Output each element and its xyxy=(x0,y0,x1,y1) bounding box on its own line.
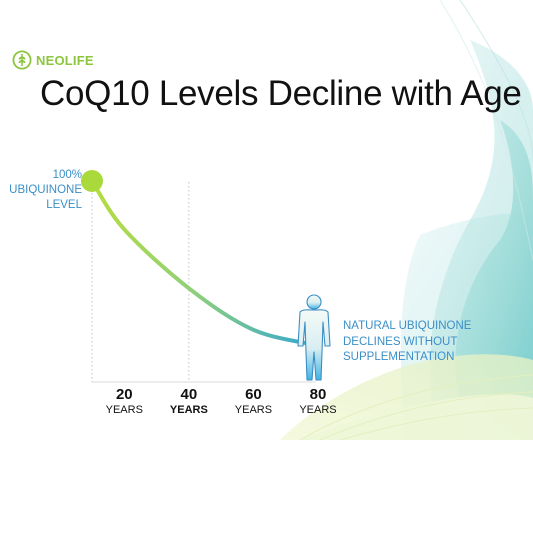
tick-label-40: 40 YEARS xyxy=(159,386,219,417)
decline-curve xyxy=(90,179,320,348)
slide: NEOLIFE CoQ10 Levels Decline with Age 10… xyxy=(9,0,533,440)
brand-logo: NEOLIFE xyxy=(12,50,94,70)
tick-number: 60 xyxy=(245,386,262,403)
data-points xyxy=(91,180,320,347)
decline-annotation: NATURAL UBIQUINONE DECLINES WITHOUT SUPP… xyxy=(343,320,472,363)
tick-unit: YEARS xyxy=(169,404,208,416)
decline-chart xyxy=(81,170,331,383)
page-title: CoQ10 Levels Decline with Age xyxy=(40,74,522,113)
tick-label-20: 20 YEARS xyxy=(94,386,154,417)
background-wave-decoration xyxy=(280,0,533,440)
start-level-label: 100% UBIQUINONE LEVEL xyxy=(9,169,82,211)
data-point-40 xyxy=(187,287,190,290)
tick-label-60: 60 YEARS xyxy=(223,386,283,417)
data-point-60 xyxy=(252,328,255,331)
data-point-20 xyxy=(123,228,126,231)
tick-number: 80 xyxy=(309,386,327,403)
chart-guides xyxy=(91,181,190,382)
tick-unit: YEARS xyxy=(105,404,143,416)
brand-name: NEOLIFE xyxy=(36,52,94,68)
tick-unit: YEARS xyxy=(299,404,337,416)
data-point-10 xyxy=(91,180,94,183)
tick-number: 20 xyxy=(115,386,133,403)
tick-unit: YEARS xyxy=(234,404,273,416)
human-silhouette-icon xyxy=(297,294,331,381)
tick-number: 40 xyxy=(180,386,198,403)
wheat-leaf-icon xyxy=(12,50,32,70)
start-point-dot xyxy=(81,170,103,192)
tick-label-80: 80 YEARS xyxy=(288,386,348,417)
